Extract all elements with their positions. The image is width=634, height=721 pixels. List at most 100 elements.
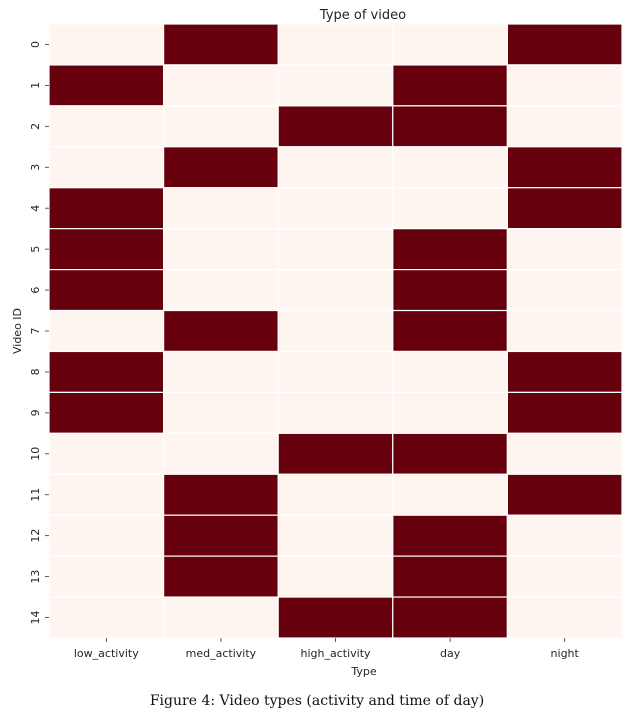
heatmap-cell bbox=[277, 309, 394, 353]
heatmap-cell bbox=[392, 64, 508, 107]
heatmap-cell bbox=[163, 473, 279, 516]
heatmap-cell bbox=[48, 473, 165, 516]
heatmap-cell bbox=[277, 23, 394, 66]
heatmap-cell bbox=[392, 228, 508, 271]
heatmap-cell bbox=[506, 309, 623, 353]
y-axis-label: Video ID bbox=[11, 308, 24, 354]
y-tick-label: 9 bbox=[29, 409, 42, 416]
heatmap-cell bbox=[48, 514, 165, 557]
heatmap-cell bbox=[506, 473, 623, 516]
heatmap-cell bbox=[277, 596, 394, 639]
y-tick-label: 13 bbox=[29, 570, 42, 584]
heatmap-cell bbox=[392, 187, 508, 230]
y-tick-label: 14 bbox=[29, 611, 42, 625]
heatmap-cell bbox=[392, 23, 508, 66]
heatmap-cell bbox=[506, 391, 623, 434]
x-tick-label: low_activity bbox=[74, 647, 139, 660]
heatmap-cell bbox=[48, 228, 165, 271]
heatmap-cell bbox=[48, 432, 165, 475]
heatmap-cell bbox=[392, 146, 508, 189]
heatmap-cell bbox=[277, 105, 394, 148]
heatmap-cell bbox=[506, 269, 623, 312]
heatmap-cell bbox=[277, 146, 394, 189]
heatmap-cell bbox=[48, 23, 165, 66]
figure-caption: Figure 4: Video types (activity and time… bbox=[149, 693, 485, 709]
y-tick-label: 8 bbox=[29, 368, 42, 375]
x-tick-label: day bbox=[440, 647, 461, 660]
heatmap-cell bbox=[392, 391, 508, 434]
y-tick-label: 7 bbox=[29, 328, 42, 335]
heatmap-cell bbox=[506, 596, 623, 639]
heatmap-cell bbox=[277, 64, 394, 107]
heatmap-cell bbox=[506, 228, 623, 271]
heatmap-cell bbox=[48, 309, 165, 353]
heatmap-cell bbox=[277, 432, 394, 475]
x-tick-label: med_activity bbox=[186, 647, 257, 660]
heatmap-cell bbox=[163, 105, 279, 148]
x-axis-ticks: low_activity med_activity high_activity day… bbox=[74, 638, 580, 660]
heatmap-chart: Type of video low_activity med_activity hi… bbox=[11, 8, 623, 678]
heatmap-cell bbox=[277, 228, 394, 271]
heatmap-cell bbox=[506, 146, 623, 189]
heatmap-cell bbox=[506, 350, 623, 394]
heatmap-cell bbox=[506, 514, 623, 557]
heatmap-cell bbox=[163, 596, 279, 639]
y-tick-label: 10 bbox=[29, 447, 42, 461]
heatmap-cell bbox=[163, 391, 279, 434]
heatmap-cell bbox=[277, 555, 394, 598]
heatmap-cell bbox=[277, 350, 394, 394]
heatmap-cell bbox=[163, 269, 279, 312]
heatmap-cells bbox=[48, 23, 623, 639]
heatmap-cell bbox=[277, 187, 394, 230]
heatmap-cell bbox=[506, 23, 623, 66]
heatmap-cell bbox=[163, 514, 279, 557]
heatmap-cell bbox=[392, 269, 508, 312]
heatmap-cell bbox=[277, 514, 394, 557]
heatmap-cell bbox=[48, 64, 165, 107]
heatmap-cell bbox=[48, 146, 165, 189]
heatmap-cell bbox=[163, 555, 279, 598]
heatmap-cell bbox=[48, 596, 165, 639]
y-tick-label: 12 bbox=[29, 529, 42, 543]
y-tick-label: 0 bbox=[29, 41, 42, 48]
heatmap-cell bbox=[48, 350, 165, 394]
heatmap-cell bbox=[163, 64, 279, 107]
heatmap-cell bbox=[392, 105, 508, 148]
heatmap-cell bbox=[163, 228, 279, 271]
heatmap-cell bbox=[392, 309, 508, 353]
y-tick-label: 2 bbox=[29, 123, 42, 130]
heatmap-cell bbox=[277, 473, 394, 516]
heatmap-cell bbox=[277, 269, 394, 312]
heatmap-cell bbox=[48, 269, 165, 312]
x-tick-label: high_activity bbox=[300, 647, 371, 660]
heatmap-cell bbox=[163, 146, 279, 189]
heatmap-cell bbox=[392, 350, 508, 394]
y-tick-label: 5 bbox=[29, 246, 42, 253]
heatmap-cell bbox=[277, 391, 394, 434]
chart-title: Type of video bbox=[319, 8, 406, 23]
heatmap-cell bbox=[506, 105, 623, 148]
heatmap-cell bbox=[48, 187, 165, 230]
heatmap-cell bbox=[506, 187, 623, 230]
y-tick-label: 6 bbox=[29, 287, 42, 294]
heatmap-cell bbox=[163, 350, 279, 394]
heatmap-cell bbox=[392, 514, 508, 557]
heatmap-cell bbox=[163, 23, 279, 66]
heatmap-cell bbox=[506, 64, 623, 107]
heatmap-cell bbox=[506, 555, 623, 598]
heatmap-cell bbox=[163, 187, 279, 230]
heatmap-cell bbox=[392, 555, 508, 598]
y-tick-label: 11 bbox=[29, 488, 42, 502]
y-tick-label: 4 bbox=[29, 205, 42, 212]
heatmap-cell bbox=[392, 432, 508, 475]
heatmap-cell bbox=[506, 432, 623, 475]
y-tick-label: 1 bbox=[29, 82, 42, 89]
heatmap-cell bbox=[392, 473, 508, 516]
heatmap-cell bbox=[48, 555, 165, 598]
heatmap-cell bbox=[392, 596, 508, 639]
heatmap-cell bbox=[48, 391, 165, 434]
y-tick-label: 3 bbox=[29, 164, 42, 171]
heatmap-cell bbox=[163, 309, 279, 353]
heatmap-cell bbox=[48, 105, 165, 148]
